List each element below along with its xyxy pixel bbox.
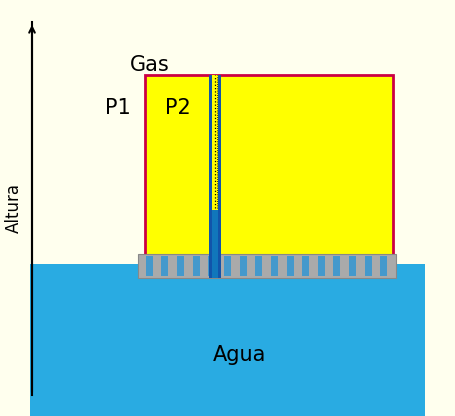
Bar: [224, 256, 231, 276]
Bar: [138, 254, 396, 278]
Bar: [318, 256, 325, 276]
Bar: [255, 256, 263, 276]
Bar: [240, 256, 247, 276]
Bar: [193, 256, 200, 276]
Text: P1: P1: [105, 98, 131, 118]
Text: Agua: Agua: [213, 345, 267, 365]
Bar: [162, 256, 168, 276]
Text: Gas: Gas: [130, 55, 170, 75]
Bar: [380, 256, 387, 276]
Bar: [145, 75, 393, 255]
Bar: [365, 256, 372, 276]
Bar: [208, 256, 215, 276]
Bar: [287, 256, 293, 276]
Bar: [334, 256, 340, 276]
Bar: [218, 75, 221, 278]
Bar: [212, 75, 218, 210]
Bar: [271, 256, 278, 276]
Bar: [177, 256, 184, 276]
Bar: [146, 256, 153, 276]
Bar: [30, 264, 425, 416]
Text: Altura: Altura: [5, 183, 23, 233]
Bar: [212, 210, 218, 278]
Bar: [302, 256, 309, 276]
Text: P2: P2: [165, 98, 191, 118]
Bar: [209, 75, 212, 278]
Bar: [349, 256, 356, 276]
